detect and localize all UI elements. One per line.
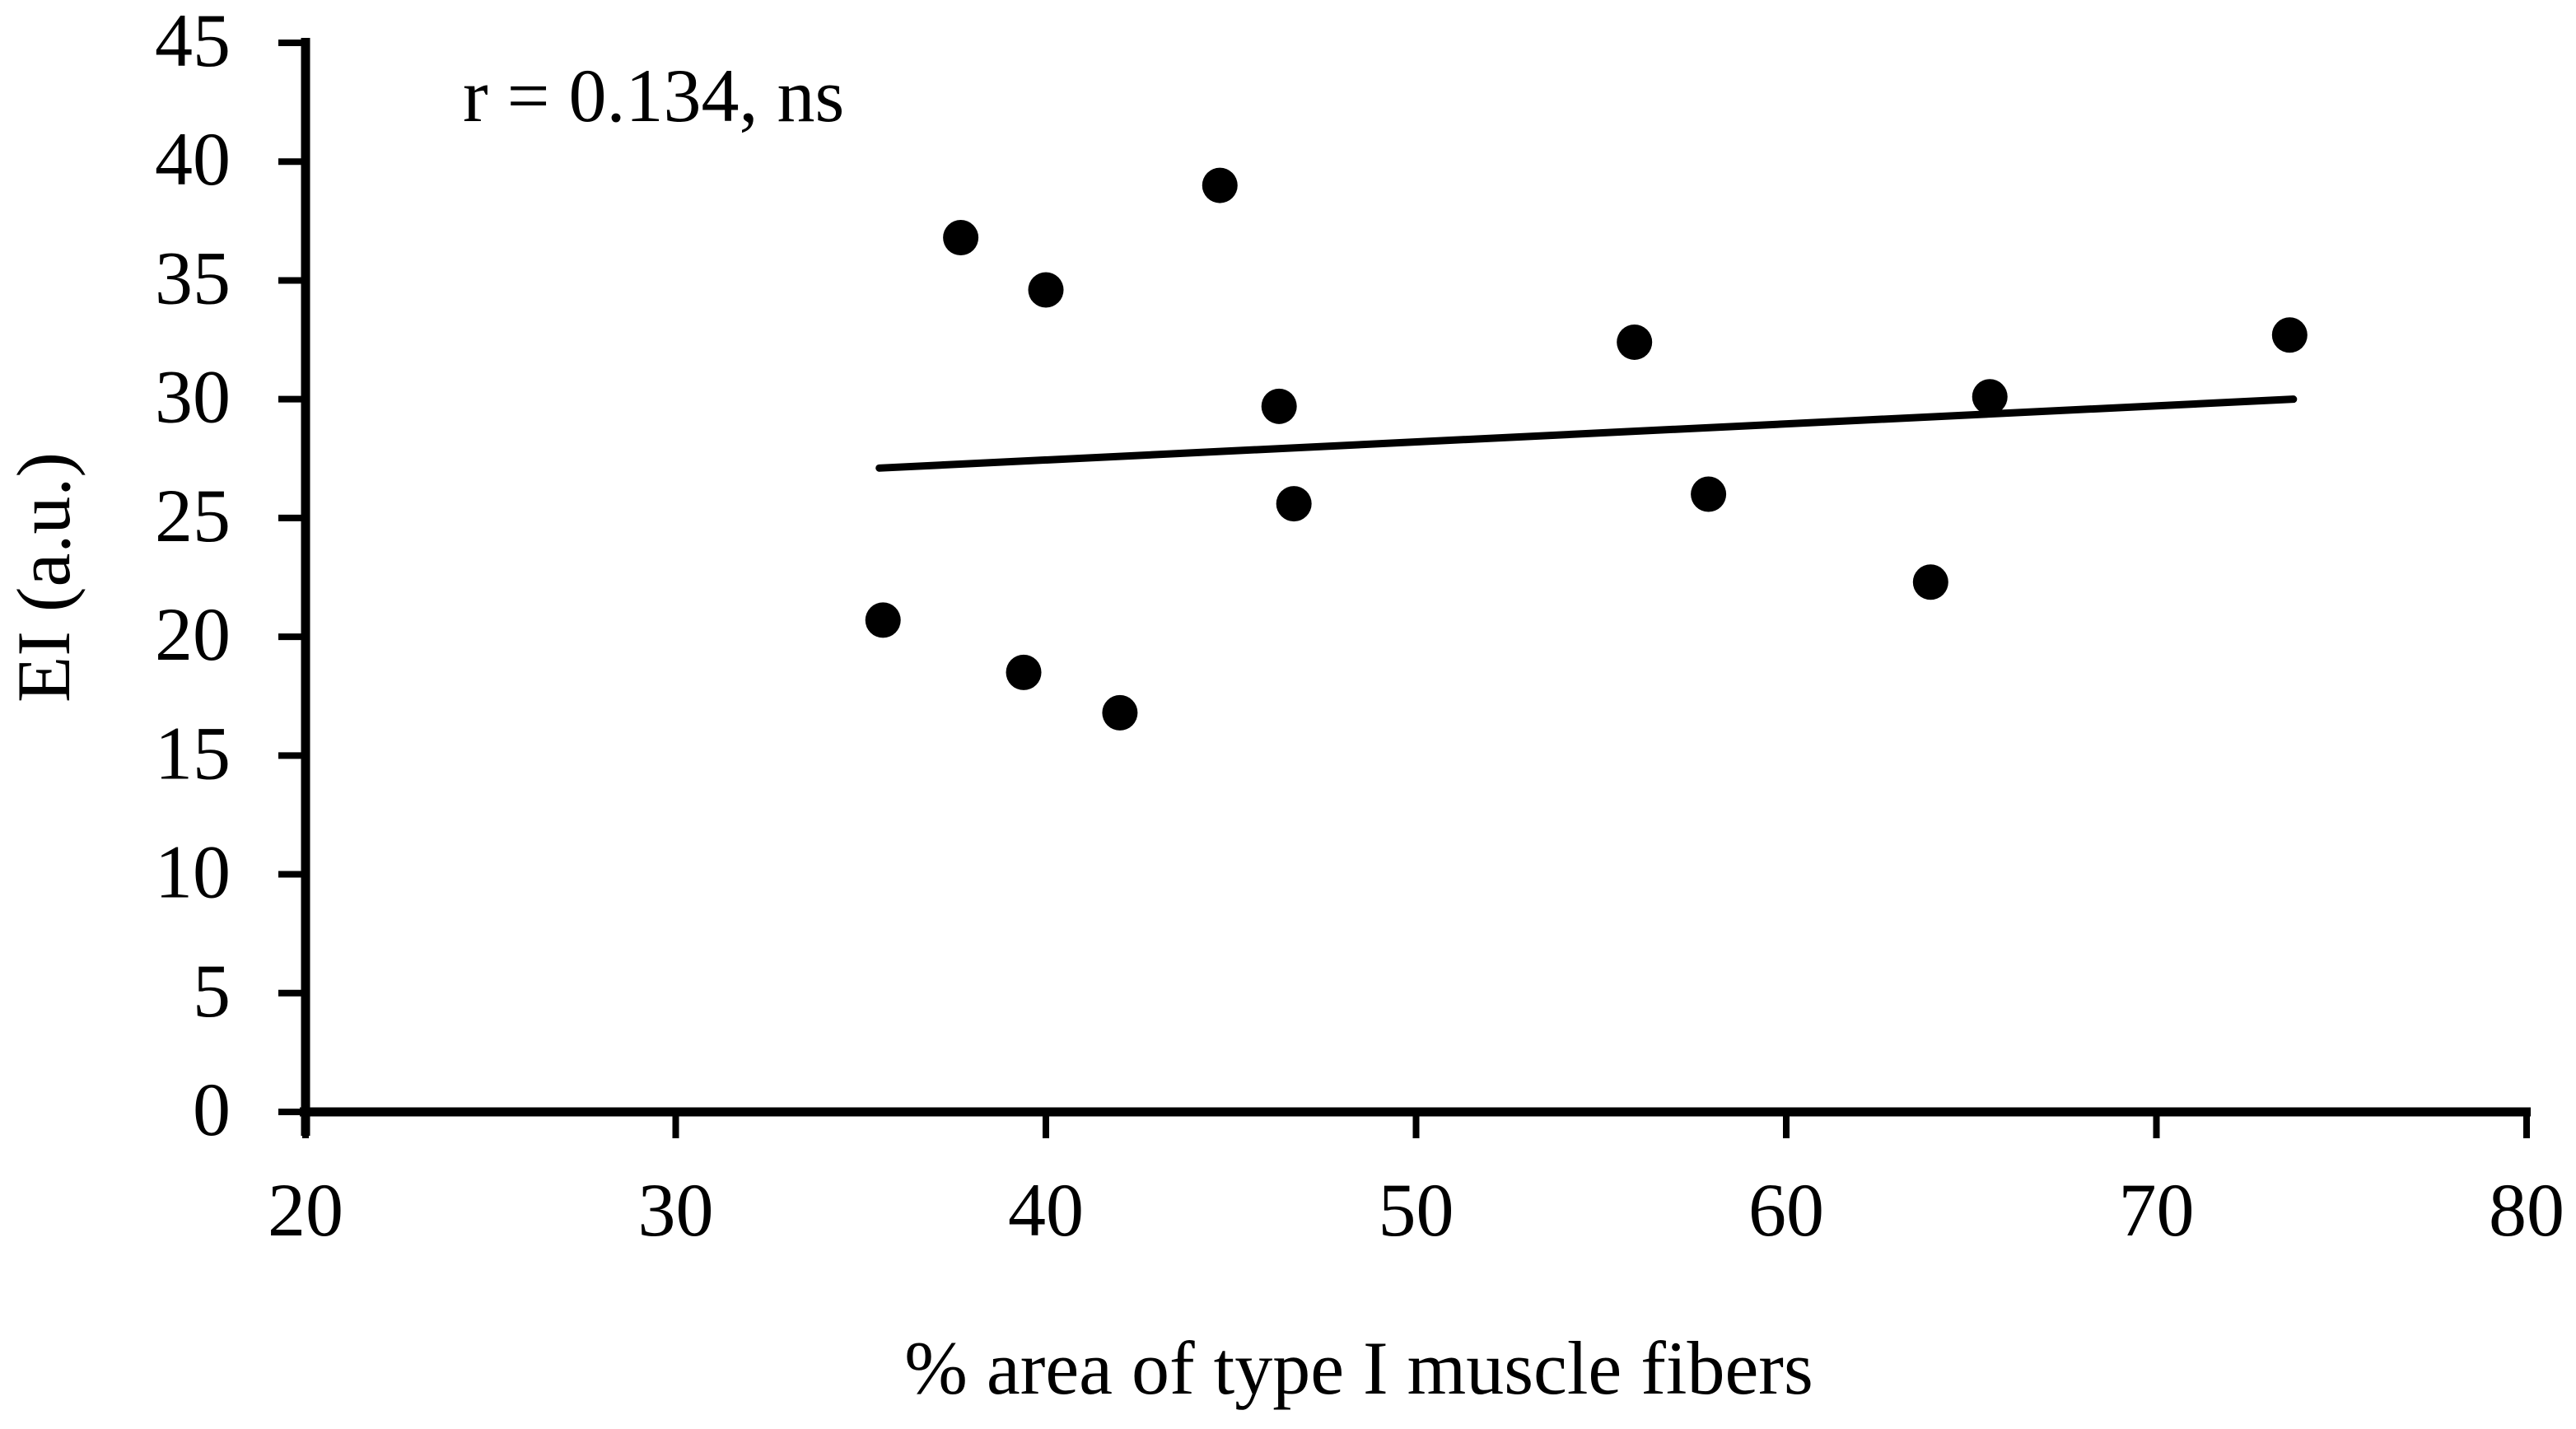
y-axis-title: EI (a.u.) — [2, 452, 86, 703]
y-tick-label: 40 — [155, 117, 231, 201]
y-axis-ticks: 0 5 10 15 20 25 30 35 40 45 — [155, 0, 306, 1151]
y-tick-label: 5 — [193, 949, 231, 1033]
data-points — [865, 167, 2308, 731]
data-point — [865, 602, 901, 638]
trend-line — [875, 395, 2298, 472]
data-point — [1691, 476, 1727, 512]
y-tick-label: 25 — [155, 474, 231, 558]
x-tick-label: 70 — [2119, 1168, 2195, 1252]
x-tick-label: 30 — [638, 1168, 714, 1252]
data-point — [1261, 388, 1297, 424]
data-point — [1202, 167, 1238, 203]
data-point — [1028, 272, 1064, 308]
data-point — [1102, 694, 1138, 731]
data-point — [1912, 564, 1948, 600]
correlation-annotation: r = 0.134, ns — [463, 54, 844, 138]
x-axis-ticks: 20 30 40 50 60 70 80 — [268, 1112, 2564, 1252]
x-axis: 20 30 40 50 60 70 80 — [268, 1107, 2564, 1252]
x-tick-label: 20 — [268, 1168, 343, 1252]
data-point — [1276, 486, 1312, 522]
x-tick-label: 60 — [1748, 1168, 1824, 1252]
data-point — [2271, 317, 2308, 353]
y-tick-label: 45 — [155, 0, 231, 82]
y-tick-label: 35 — [155, 236, 231, 320]
y-tick-label: 30 — [155, 355, 231, 439]
x-tick-label: 50 — [1379, 1168, 1454, 1252]
x-tick-label: 40 — [1008, 1168, 1084, 1252]
y-axis: 0 5 10 15 20 25 30 35 40 45 — [155, 0, 310, 1151]
data-point — [1617, 324, 1653, 360]
data-point — [1006, 654, 1042, 690]
y-tick-label: 15 — [155, 711, 231, 795]
data-point — [943, 220, 979, 256]
x-tick-label: 80 — [2489, 1168, 2564, 1252]
y-tick-label: 0 — [193, 1067, 231, 1151]
x-axis-title: % area of type I muscle fibers — [904, 1326, 1813, 1410]
y-tick-label: 10 — [155, 830, 231, 914]
data-point — [1972, 379, 2008, 415]
y-tick-label: 20 — [155, 592, 231, 676]
